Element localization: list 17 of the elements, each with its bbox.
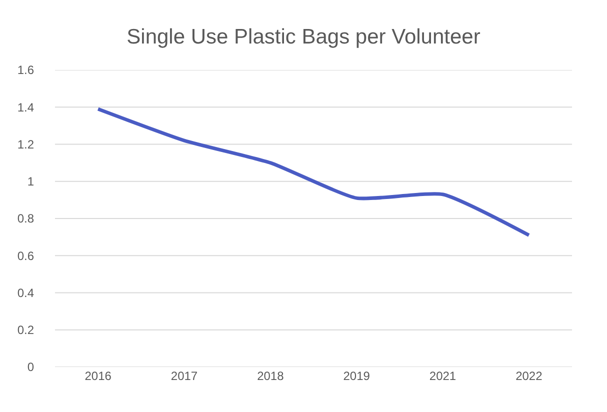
y-tick-label: 0 <box>27 360 34 374</box>
chart-title: Single Use Plastic Bags per Volunteer <box>126 26 480 49</box>
x-tick-label: 2017 <box>170 369 198 383</box>
x-tick-label: 2021 <box>429 369 456 383</box>
x-tick-label: 2022 <box>516 369 543 383</box>
y-tick-label: 0.4 <box>17 286 34 300</box>
y-tick-label: 1.6 <box>17 63 34 78</box>
y-tick-label: 0.6 <box>17 248 34 263</box>
y-tick-label: 1 <box>27 174 34 189</box>
line-series <box>96 107 531 237</box>
y-tick-label: 1.4 <box>17 100 34 114</box>
x-tick-label: 2018 <box>257 369 284 383</box>
x-tick-label: 2016 <box>84 369 112 383</box>
y-tick-label: 0.2 <box>17 323 34 338</box>
y-tick-label: 0.8 <box>17 212 34 226</box>
x-tick-label: 2019 <box>343 369 370 383</box>
y-tick-label: 1.2 <box>17 137 34 152</box>
